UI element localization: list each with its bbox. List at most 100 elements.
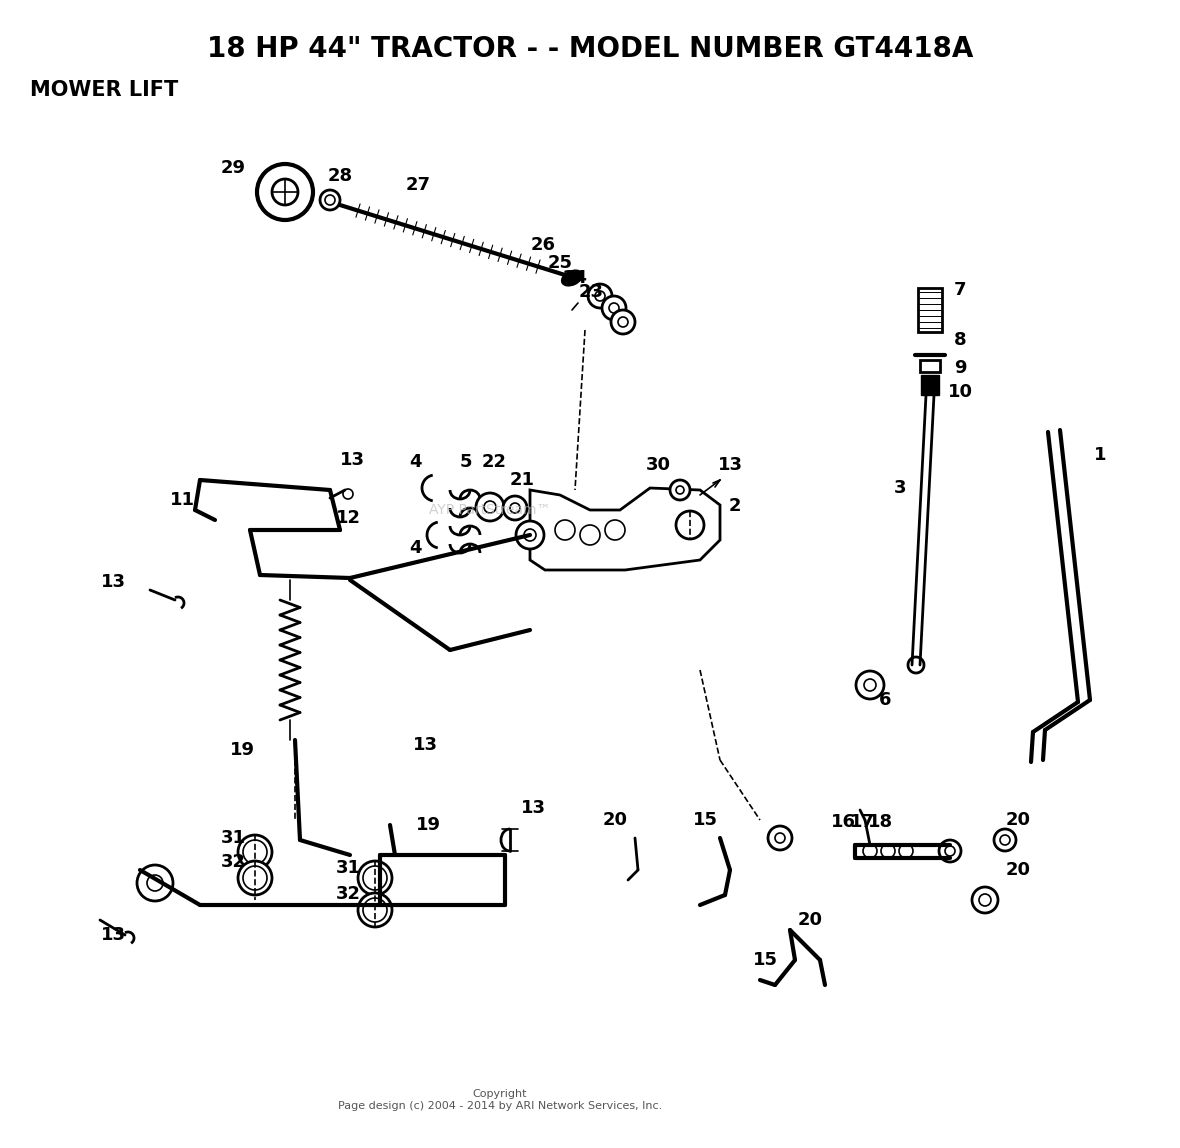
Circle shape xyxy=(881,844,894,858)
Text: 20: 20 xyxy=(798,912,822,929)
Circle shape xyxy=(856,670,884,699)
Circle shape xyxy=(248,845,262,859)
Circle shape xyxy=(899,844,913,858)
Circle shape xyxy=(148,875,163,891)
Text: 13: 13 xyxy=(100,926,125,944)
Text: 19: 19 xyxy=(229,740,255,759)
Circle shape xyxy=(972,887,998,913)
Circle shape xyxy=(611,310,635,334)
Circle shape xyxy=(243,866,267,890)
Circle shape xyxy=(555,520,575,540)
Text: 19: 19 xyxy=(415,816,440,833)
Circle shape xyxy=(768,827,792,850)
Text: 24: 24 xyxy=(563,269,588,287)
Circle shape xyxy=(939,840,961,862)
Text: 22: 22 xyxy=(481,453,506,471)
Text: 31: 31 xyxy=(221,829,245,847)
Text: 4: 4 xyxy=(408,540,421,557)
Text: 7: 7 xyxy=(953,281,966,298)
Circle shape xyxy=(670,480,690,501)
Circle shape xyxy=(609,303,620,313)
Circle shape xyxy=(324,195,335,205)
Text: 20: 20 xyxy=(1005,861,1030,879)
Text: 6: 6 xyxy=(879,691,891,709)
Circle shape xyxy=(248,871,262,885)
Circle shape xyxy=(137,864,173,901)
Text: 4: 4 xyxy=(408,453,421,471)
Circle shape xyxy=(510,503,520,513)
Circle shape xyxy=(863,844,877,858)
Circle shape xyxy=(257,164,313,220)
Text: 15: 15 xyxy=(753,951,778,969)
Ellipse shape xyxy=(562,270,583,286)
Text: 16: 16 xyxy=(831,813,855,831)
Circle shape xyxy=(994,829,1016,851)
Circle shape xyxy=(524,529,536,541)
Circle shape xyxy=(999,835,1010,845)
Circle shape xyxy=(864,678,876,691)
Text: 13: 13 xyxy=(520,799,545,817)
Text: Copyright
Page design (c) 2004 - 2014 by ARI Network Services, Inc.: Copyright Page design (c) 2004 - 2014 by… xyxy=(337,1089,662,1111)
Circle shape xyxy=(368,903,382,917)
Circle shape xyxy=(618,317,628,327)
Text: 10: 10 xyxy=(948,383,972,401)
Polygon shape xyxy=(530,488,720,571)
Text: 28: 28 xyxy=(327,166,353,185)
Circle shape xyxy=(238,835,273,869)
Circle shape xyxy=(676,511,704,540)
Circle shape xyxy=(945,846,955,856)
Text: 13: 13 xyxy=(717,456,742,474)
Text: 29: 29 xyxy=(221,160,245,177)
Circle shape xyxy=(581,525,599,545)
Text: AYP PartStream™: AYP PartStream™ xyxy=(430,503,551,517)
Circle shape xyxy=(273,179,299,205)
Text: 26: 26 xyxy=(531,236,556,254)
Circle shape xyxy=(368,871,382,885)
Circle shape xyxy=(588,284,612,308)
Circle shape xyxy=(605,520,625,540)
Bar xyxy=(922,375,939,395)
Text: 3: 3 xyxy=(893,479,906,497)
Text: 13: 13 xyxy=(100,573,125,591)
Text: 27: 27 xyxy=(406,176,431,194)
Text: 32: 32 xyxy=(335,885,361,903)
Circle shape xyxy=(484,501,496,513)
Text: 20: 20 xyxy=(1005,810,1030,829)
Text: 1: 1 xyxy=(1094,447,1107,464)
Text: 8: 8 xyxy=(953,331,966,349)
Text: 31: 31 xyxy=(335,859,361,877)
Text: 11: 11 xyxy=(170,491,195,509)
Circle shape xyxy=(243,840,267,864)
Circle shape xyxy=(516,521,544,549)
Text: 5: 5 xyxy=(460,453,472,471)
Circle shape xyxy=(676,486,684,494)
Circle shape xyxy=(476,492,504,521)
Text: 25: 25 xyxy=(548,254,572,272)
Text: 23: 23 xyxy=(578,284,603,301)
Circle shape xyxy=(238,861,273,895)
Circle shape xyxy=(320,191,340,210)
Bar xyxy=(920,360,940,372)
Text: 13: 13 xyxy=(413,736,438,754)
Circle shape xyxy=(979,894,991,906)
Circle shape xyxy=(358,861,392,895)
Text: 17: 17 xyxy=(850,813,874,831)
Circle shape xyxy=(775,833,785,843)
Text: 2: 2 xyxy=(729,497,741,515)
Circle shape xyxy=(363,866,387,890)
Text: 32: 32 xyxy=(221,853,245,871)
Text: 20: 20 xyxy=(603,810,628,829)
Circle shape xyxy=(503,496,527,520)
Text: 18 HP 44" TRACTOR - - MODEL NUMBER GT4418A: 18 HP 44" TRACTOR - - MODEL NUMBER GT441… xyxy=(206,34,973,63)
Text: 18: 18 xyxy=(867,813,892,831)
Circle shape xyxy=(595,290,605,301)
Bar xyxy=(918,288,942,332)
Circle shape xyxy=(363,898,387,922)
Text: 13: 13 xyxy=(340,451,365,470)
Text: 12: 12 xyxy=(335,509,361,527)
Circle shape xyxy=(358,893,392,926)
Text: 30: 30 xyxy=(645,456,670,474)
Text: MOWER LIFT: MOWER LIFT xyxy=(30,80,178,100)
Text: 21: 21 xyxy=(510,471,535,489)
Text: 9: 9 xyxy=(953,359,966,377)
